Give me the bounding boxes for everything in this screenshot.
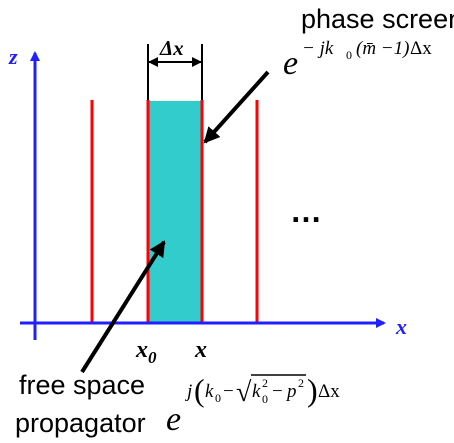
- phase-eq-k-sub: 0: [346, 48, 352, 62]
- ellipsis-label: …: [290, 193, 322, 229]
- prop-eq-suffix: Δx: [318, 381, 340, 402]
- prop-eq-paren-close: ): [307, 372, 318, 408]
- propagator-equation: e j ( k 0 − √ k 0 2 − p 2 ) Δx: [166, 372, 340, 438]
- x-axis-label: x: [395, 314, 407, 339]
- prop-eq-k0: k: [205, 381, 214, 402]
- phase-screen-equation: e − jk 0 (m̄ −1) Δx: [283, 38, 432, 82]
- x0-sub: 0: [148, 348, 157, 367]
- prop-eq-k0sq-sup: 2: [262, 376, 268, 390]
- prop-eq-minus2: −: [272, 381, 283, 402]
- prop-eq-base: e: [166, 401, 181, 438]
- prop-eq-k0sq: k: [252, 381, 261, 402]
- free-space-label: free space: [19, 370, 145, 400]
- x-label: x: [194, 337, 207, 363]
- prop-eq-sqrt: √: [236, 377, 252, 408]
- prop-eq-p: p: [285, 381, 297, 402]
- propagator-label: propagator: [15, 408, 146, 438]
- phase-screen-label: phase screen: [301, 4, 454, 34]
- delta-x-label: Δx: [159, 36, 184, 60]
- free-space-slab: [148, 101, 202, 323]
- phase-eq-suffix: Δx: [410, 38, 432, 59]
- phase-eq-base: e: [283, 45, 298, 82]
- phase-eq-m-group: (m̄ −1): [356, 38, 409, 59]
- free-space-arrow: [80, 240, 166, 374]
- prop-eq-paren-open: (: [194, 372, 205, 408]
- prop-eq-j: j: [184, 381, 192, 402]
- phase-eq-exp-prefix: − jk: [302, 38, 334, 59]
- prop-eq-k0-sub: 0: [215, 391, 221, 405]
- x0-label: x0: [135, 337, 157, 367]
- x0-base: x: [135, 337, 148, 363]
- z-axis-label: z: [8, 44, 18, 69]
- prop-eq-k0sq-sub: 0: [262, 392, 268, 406]
- prop-eq-minus: −: [223, 381, 234, 402]
- prop-eq-p-sup: 2: [298, 376, 304, 390]
- phase-screen-arrow: [203, 70, 270, 144]
